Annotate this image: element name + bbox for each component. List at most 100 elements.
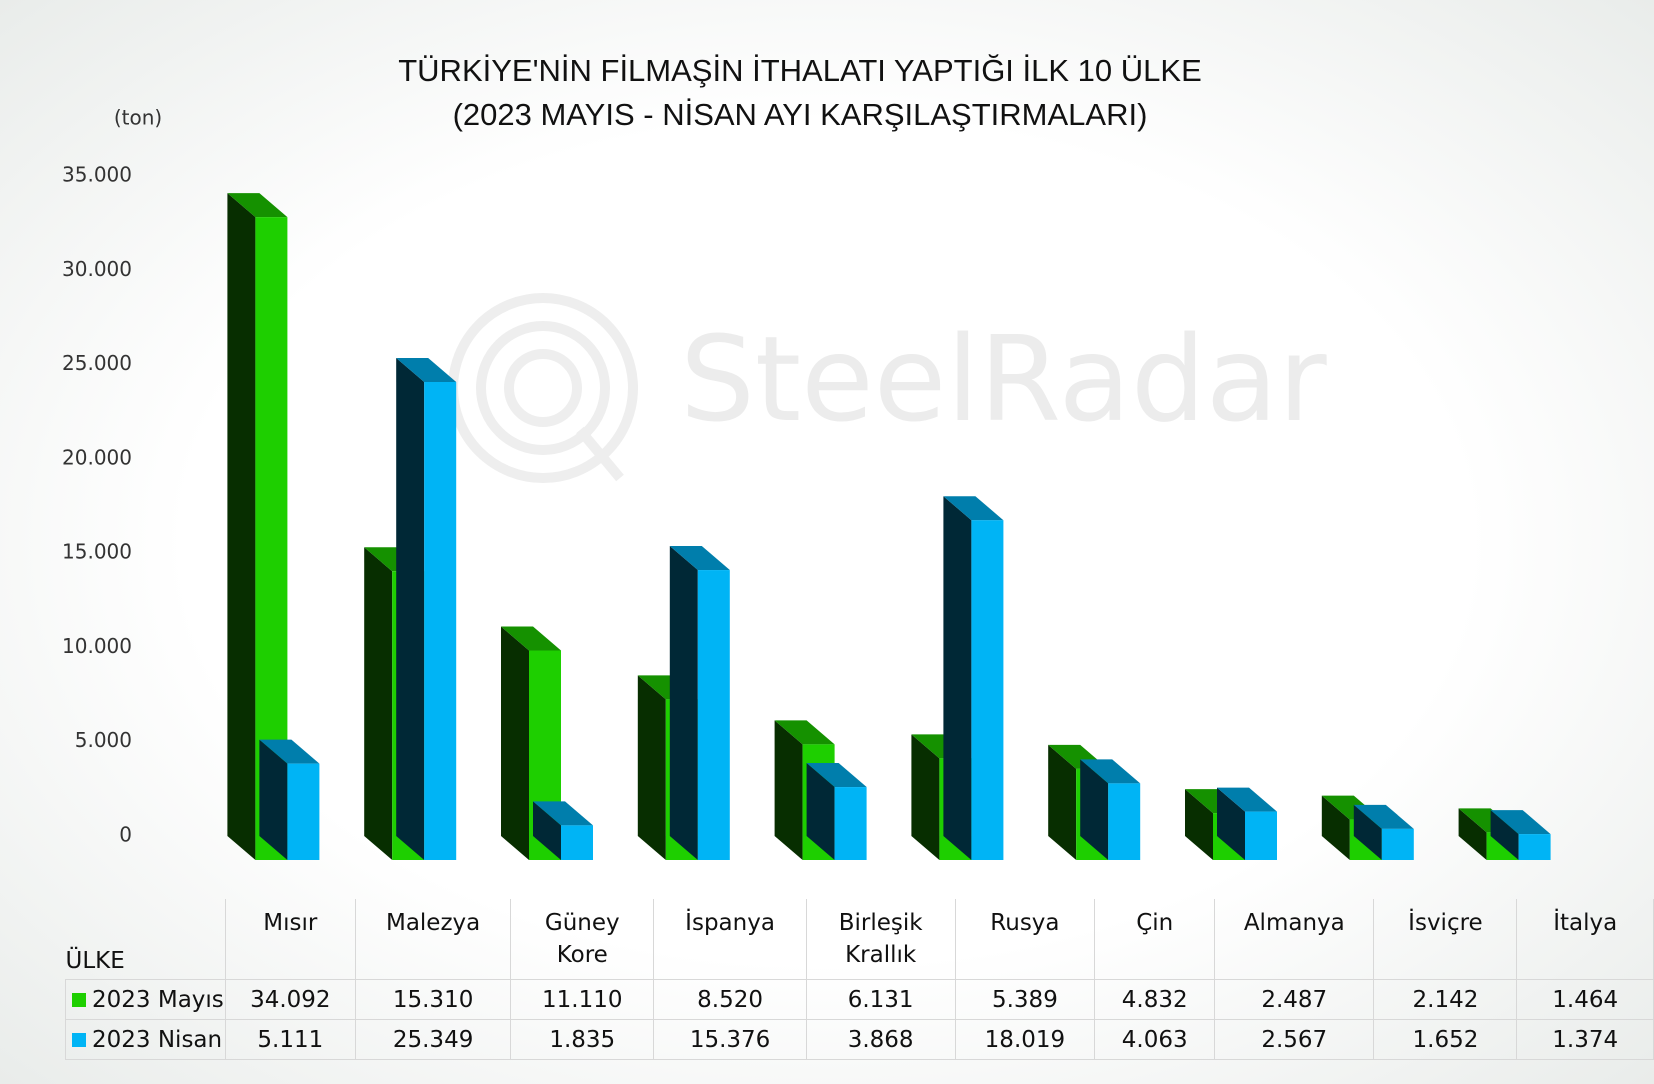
value-label: 8.520 xyxy=(653,979,807,1020)
bar-side xyxy=(1490,810,1519,860)
bar-top xyxy=(806,763,867,788)
table-row: 2023 Nisan 5.111 25.349 1.835 15.376 3.868 18.… xyxy=(65,1019,1654,1060)
y-tick-label: 35.000 xyxy=(62,163,132,187)
bar-top xyxy=(1353,804,1414,829)
bar-side xyxy=(911,734,940,860)
legend-label: 2023 Mayıs xyxy=(92,986,224,1013)
bar-side xyxy=(396,357,425,860)
bar xyxy=(1245,811,1277,860)
x-tick-label: Çin xyxy=(1094,899,1216,980)
x-tick-label: İspanya xyxy=(653,899,807,980)
x-tick-label: İsviçre xyxy=(1373,899,1518,980)
bar-side xyxy=(1080,759,1109,860)
bar-top xyxy=(501,626,561,651)
value-label: 11.110 xyxy=(510,979,655,1020)
bar xyxy=(561,825,593,860)
x-tick-label: Rusya xyxy=(954,899,1096,980)
bar-3d xyxy=(259,739,320,860)
bar-side xyxy=(501,626,529,860)
bar-side xyxy=(669,546,698,860)
x-tick-label: Birleşik Krallık xyxy=(805,899,956,980)
chart-title: TÜRKİYE'NİN FİLMAŞİN İTHALATI YAPTIĞI İL… xyxy=(398,53,1202,88)
bar-side xyxy=(1458,808,1487,860)
value-label: 1.652 xyxy=(1373,1019,1518,1060)
legend-label: 2023 Nisan xyxy=(92,1026,223,1053)
bar-side xyxy=(364,547,393,860)
value-label: 6.131 xyxy=(805,979,956,1020)
bar-3d xyxy=(1080,759,1141,860)
bar-top xyxy=(669,546,730,571)
value-label: 18.019 xyxy=(954,1019,1096,1060)
bar-3d xyxy=(1353,804,1414,860)
y-tick-label: 5.000 xyxy=(75,728,132,752)
bar xyxy=(424,381,457,860)
bar-top xyxy=(1080,759,1141,784)
table-header: ÜLKE xyxy=(65,899,226,980)
x-tick-label: İtalya xyxy=(1516,899,1654,980)
watermark: SteelRadar xyxy=(680,310,1327,448)
bar-top xyxy=(1490,810,1551,835)
watermark-logo xyxy=(448,293,638,483)
y-tick-label: 30.000 xyxy=(62,257,132,281)
bar-side xyxy=(1353,804,1382,860)
chart-subtitle: (2023 MAYIS - NİSAN AYI KARŞILAŞTIRMALAR… xyxy=(453,97,1148,132)
bar-3d xyxy=(806,763,867,860)
value-label: 5.389 xyxy=(954,979,1096,1020)
bar xyxy=(1381,828,1414,860)
value-label: 1.835 xyxy=(510,1019,655,1060)
bar-top xyxy=(774,720,835,745)
bar-side xyxy=(774,720,803,860)
bar xyxy=(697,570,730,860)
bar xyxy=(971,520,1004,860)
y-tick-label: 20.000 xyxy=(62,445,132,469)
y-tick-label: 0 xyxy=(119,823,132,847)
bar xyxy=(834,787,867,860)
bar-side xyxy=(1048,744,1077,860)
value-label: 4.063 xyxy=(1094,1019,1216,1060)
value-label: 2.567 xyxy=(1214,1019,1375,1060)
value-label: 4.832 xyxy=(1094,979,1216,1020)
bar-side xyxy=(1217,787,1245,860)
value-label: 3.868 xyxy=(805,1019,956,1060)
value-label: 15.376 xyxy=(653,1019,807,1060)
bar-side xyxy=(259,739,288,860)
legend-entry: 2023 Mayıs xyxy=(65,979,226,1020)
legend-entry: 2023 Nisan xyxy=(65,1019,226,1060)
x-tick-label: Güney Kore xyxy=(510,899,655,980)
value-label: 34.092 xyxy=(224,979,357,1020)
y-axis-label: (ton) xyxy=(114,106,162,130)
bar xyxy=(287,763,320,860)
bar-top xyxy=(227,193,288,218)
bar-side xyxy=(227,193,256,860)
bar-side xyxy=(1185,789,1213,860)
table-header-row: ÜLKE Mısır Malezya Güney Kore İspanya Birleşi… xyxy=(65,899,1654,980)
legend-swatch xyxy=(72,993,86,1007)
x-tick-label: Mısır xyxy=(224,899,357,980)
bar-3d xyxy=(533,801,593,860)
bar-3d xyxy=(943,496,1004,860)
bar-top xyxy=(943,496,1004,521)
data-table: ÜLKE Mısır Malezya Güney Kore İspanya Birleşi… xyxy=(65,899,1654,1060)
bar-top xyxy=(259,739,320,764)
value-label: 1.464 xyxy=(1516,979,1654,1020)
value-label: 2.142 xyxy=(1373,979,1518,1020)
bar-side xyxy=(1321,795,1350,860)
bar-top xyxy=(396,357,457,382)
bar-top xyxy=(1217,787,1277,812)
y-tick-label: 25.000 xyxy=(62,351,132,375)
y-tick-label: 10.000 xyxy=(62,634,132,658)
bar-3d xyxy=(669,546,730,860)
bar-3d xyxy=(1490,810,1551,860)
bar-3d xyxy=(396,357,457,860)
value-label: 1.374 xyxy=(1516,1019,1654,1060)
bar xyxy=(1518,834,1551,860)
value-label: 15.310 xyxy=(354,979,512,1020)
bar-side xyxy=(806,763,835,860)
bar-side xyxy=(533,801,561,860)
x-tick-label: Almanya xyxy=(1214,899,1375,980)
value-label: 2.487 xyxy=(1214,979,1375,1020)
value-label: 25.349 xyxy=(354,1019,512,1060)
value-label: 5.111 xyxy=(224,1019,357,1060)
